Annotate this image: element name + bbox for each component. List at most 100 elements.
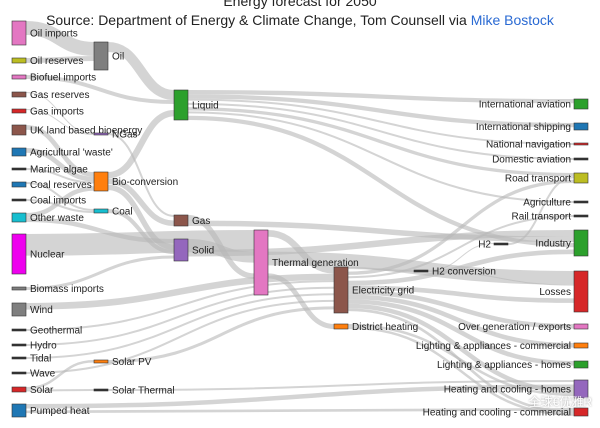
node-solar-thermal-bar[interactable] [93, 388, 109, 392]
link-hydro-to-electricity_grid[interactable] [25, 286, 335, 346]
node-tidal-bar[interactable] [11, 356, 27, 360]
link-ngas-to-gas[interactable] [107, 133, 175, 217]
link-oil_reserves-to-oil[interactable] [25, 56, 95, 63]
node-coal-reserves-bar[interactable] [11, 181, 27, 188]
node-domestic-aviation-bar[interactable] [573, 157, 589, 161]
node-losses-bar[interactable] [573, 270, 589, 313]
node-biomass-imports[interactable]: Biomass imports [11, 284, 104, 295]
node-biomass-imports-bar[interactable] [11, 286, 27, 291]
node-agri-waste-bar[interactable] [11, 147, 27, 157]
node-liquid-bar[interactable] [173, 89, 189, 121]
node-industry[interactable]: Industry [535, 229, 589, 257]
link-h2_conversion-to-h2[interactable] [427, 243, 495, 271]
link-electricity_grid-to-losses[interactable] [347, 285, 575, 303]
node-biofuel-imports-bar[interactable] [11, 74, 27, 80]
node-ngas-bar[interactable] [93, 132, 109, 136]
node-nuclear-bar[interactable] [11, 233, 27, 275]
node-bio-conversion-bar[interactable] [93, 171, 109, 192]
node-wind-bar[interactable] [11, 302, 27, 317]
node-coal-imports-bar[interactable] [11, 198, 27, 202]
node-bio-conversion[interactable]: Bio-conversion [93, 171, 178, 192]
link-liquid-to-road_transport[interactable] [187, 107, 575, 177]
link-electricity_grid-to-rail_transport[interactable] [347, 215, 575, 279]
node-coal-imports[interactable]: Coal imports [11, 196, 86, 207]
node-hydro-bar[interactable] [11, 343, 27, 347]
node-coal-reserves[interactable]: Coal reserves [11, 180, 92, 191]
link-marine_algae-to-bio_conversion[interactable] [25, 168, 95, 184]
node-electricity-grid[interactable]: Electricity grid [333, 266, 414, 314]
node-gas-imports[interactable]: Gas imports [11, 107, 84, 118]
link-solar-to-solar_thermal[interactable] [25, 389, 95, 392]
author-link[interactable]: Mike Bostock [470, 12, 554, 28]
node-solar-thermal[interactable]: Solar Thermal [93, 386, 175, 397]
node-other-waste-bar[interactable] [11, 212, 27, 223]
link-district_heating-to-heating_homes[interactable] [347, 324, 575, 396]
link-gas_reserves-to-ngas[interactable] [25, 92, 95, 134]
node-thermal-generation[interactable]: Thermal generation [253, 229, 359, 296]
node-ngas[interactable]: NGas [93, 130, 138, 141]
node-lighting-homes[interactable]: Lighting & appliances - homes [437, 360, 589, 371]
link-district_heating-to-heating_commercial[interactable] [347, 326, 575, 416]
node-marine-algae[interactable]: Marine algae [11, 165, 88, 176]
link-electricity_grid-to-heating_homes[interactable] [347, 303, 575, 394]
link-biomass_imports-to-solid[interactable] [25, 255, 175, 290]
node-tidal[interactable]: Tidal [11, 354, 51, 365]
link-gas_imports-to-ngas[interactable] [25, 109, 95, 135]
link-electricity_grid-to-over_generation[interactable] [347, 290, 575, 329]
link-solar_thermal-to-heating_homes[interactable] [107, 380, 575, 391]
node-biofuel-imports[interactable]: Biofuel imports [11, 73, 96, 84]
node-oil-reserves[interactable]: Oil reserves [11, 56, 83, 67]
node-district-heating[interactable]: District heating [333, 322, 418, 333]
node-international-shipping-bar[interactable] [573, 122, 589, 131]
node-wave[interactable]: Wave [11, 369, 56, 380]
node-agri-waste[interactable]: Agricultural 'waste' [11, 147, 113, 159]
link-wave-to-electricity_grid[interactable] [25, 299, 335, 374]
link-uk_land_bio-to-bio_conversion[interactable] [25, 125, 95, 177]
node-oil-reserves-bar[interactable] [11, 57, 27, 64]
link-wind-to-electricity_grid[interactable] [25, 273, 335, 310]
node-uk-land-bio[interactable]: UK land based bioenergy [11, 124, 142, 137]
link-thermal_generation-to-losses[interactable] [267, 251, 575, 285]
link-h2-to-road_transport[interactable] [507, 176, 575, 245]
node-international-shipping[interactable]: International shipping [476, 122, 589, 133]
node-over-generation[interactable]: Over generation / exports [458, 322, 589, 333]
link-electricity_grid-to-lighting_homes[interactable] [347, 299, 575, 366]
node-h2[interactable]: H2 [478, 240, 509, 251]
node-domestic-aviation[interactable]: Domestic aviation [492, 155, 589, 166]
link-liquid-to-international_shipping[interactable] [187, 94, 575, 128]
node-solid[interactable]: Solid [173, 238, 214, 262]
node-hydro[interactable]: Hydro [11, 341, 57, 352]
node-h2-conversion-bar[interactable] [413, 269, 429, 273]
link-liquid-to-domestic_aviation[interactable] [187, 102, 575, 160]
node-other-waste[interactable]: Other waste [11, 212, 84, 224]
link-electricity_grid-to-industry[interactable] [347, 249, 575, 286]
link-bio_conversion-to-liquid[interactable] [107, 110, 175, 179]
link-pumped_heat-to-heating_commercial[interactable] [25, 407, 575, 414]
node-oil-imports[interactable]: Oil imports [11, 20, 78, 46]
node-gas[interactable]: Gas [173, 214, 210, 227]
node-district-heating-bar[interactable] [333, 323, 349, 330]
node-gas-reserves[interactable]: Gas reserves [11, 90, 89, 101]
link-solar-to-solar_pv[interactable] [25, 360, 95, 390]
node-geothermal-bar[interactable] [11, 328, 27, 332]
node-h2-conversion[interactable]: H2 conversion [413, 267, 496, 278]
node-heating-commercial[interactable]: Heating and cooling - commercial [423, 408, 589, 419]
node-heating-homes[interactable]: Heating and cooling - homes [444, 379, 589, 399]
node-solar-pv[interactable]: Solar PV [93, 357, 152, 368]
link-other_waste-to-bio_conversion[interactable] [25, 186, 95, 218]
node-gas-bar[interactable] [173, 214, 189, 227]
node-national-navigation-bar[interactable] [573, 142, 589, 146]
link-agri_waste-to-bio_conversion[interactable] [25, 148, 95, 182]
node-wind[interactable]: Wind [11, 302, 53, 317]
node-oil[interactable]: Oil [93, 41, 124, 71]
node-oil-imports-bar[interactable] [11, 20, 27, 46]
node-rail-transport-bar[interactable] [573, 214, 589, 218]
node-geothermal[interactable]: Geothermal [11, 326, 82, 337]
link-coal_imports-to-coal[interactable] [25, 199, 95, 213]
node-losses[interactable]: Losses [539, 270, 589, 313]
link-geothermal-to-electricity_grid[interactable] [25, 280, 335, 331]
node-heating-homes-bar[interactable] [573, 379, 589, 399]
node-over-generation-bar[interactable] [573, 323, 589, 330]
node-marine-algae-bar[interactable] [11, 167, 27, 171]
node-pumped-heat-bar[interactable] [11, 403, 27, 418]
